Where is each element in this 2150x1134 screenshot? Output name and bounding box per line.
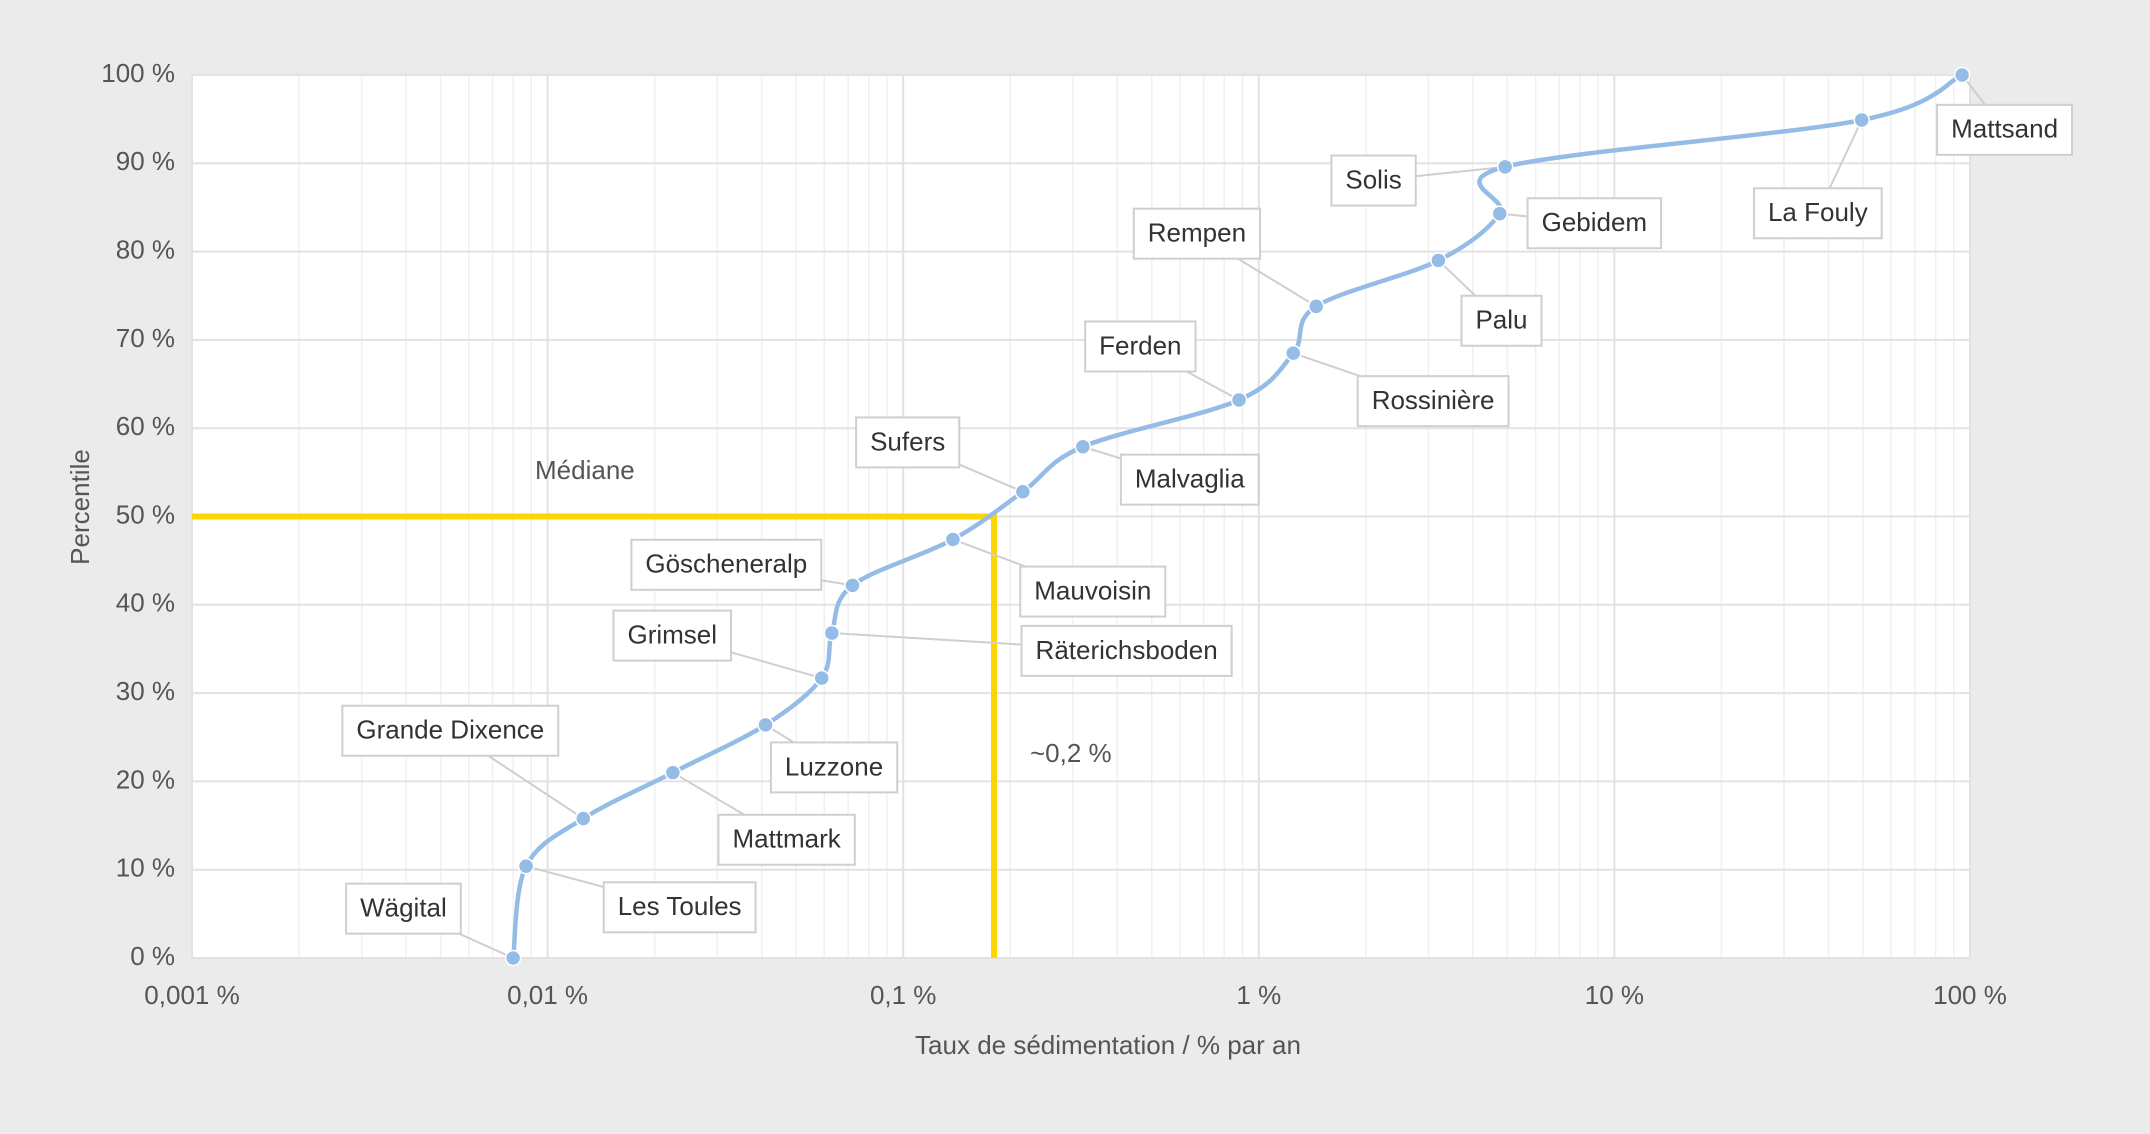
point-label: Wägital <box>360 893 447 923</box>
point-label: Rossinière <box>1372 385 1495 415</box>
callout-box <box>1460 294 1543 347</box>
y-tick-label: 10 % <box>116 853 175 883</box>
y-tick-label: 100 % <box>101 58 175 88</box>
median-value-label: ~0,2 % <box>1030 738 1112 768</box>
callout-box <box>612 609 733 662</box>
point-label: Mattmark <box>732 824 841 854</box>
data-point <box>1491 205 1509 222</box>
data-point <box>517 857 535 875</box>
point-label: Rempen <box>1148 218 1246 248</box>
x-tick-label: 0,1 % <box>870 980 937 1010</box>
data-point <box>1074 438 1092 455</box>
callout-box <box>1526 197 1663 250</box>
x-tick-label: 100 % <box>1933 980 2007 1010</box>
callout-box <box>1084 320 1197 373</box>
callout-box <box>345 882 462 935</box>
point-label: Ferden <box>1099 330 1181 360</box>
median-label: Médiane <box>535 455 635 485</box>
data-point <box>1285 344 1302 362</box>
callout-box <box>717 813 856 866</box>
data-point <box>1853 111 1870 129</box>
y-tick-label: 30 % <box>116 676 175 706</box>
data-point <box>1014 483 1032 501</box>
y-tick-label: 90 % <box>116 146 175 176</box>
y-tick-label: 70 % <box>116 323 175 353</box>
data-point <box>757 716 774 734</box>
data-point <box>1430 252 1447 269</box>
data-point <box>664 764 682 781</box>
callout-box <box>1020 624 1233 677</box>
x-axis-title: Taux de sédimentation / % par an <box>915 1030 1301 1060</box>
point-label: Grimsel <box>627 619 717 649</box>
point-label: Mattsand <box>1951 114 2058 144</box>
data-point <box>1230 391 1248 409</box>
callout-box <box>855 416 961 469</box>
callout-box <box>602 881 757 934</box>
callout-box <box>341 704 560 757</box>
y-tick-label: 50 % <box>116 499 175 529</box>
point-label: Gebidem <box>1542 207 1648 237</box>
callout-box <box>1752 187 1883 240</box>
point-label: Palu <box>1475 305 1527 335</box>
data-point <box>944 531 962 548</box>
point-label: Les Toules <box>618 891 742 921</box>
callout-box <box>1119 453 1260 506</box>
x-tick-label: 1 % <box>1236 980 1281 1010</box>
y-tick-label: 0 % <box>130 941 175 971</box>
y-tick-label: 60 % <box>116 411 175 441</box>
callout-box <box>1330 154 1417 207</box>
point-label: Göscheneralp <box>645 549 807 579</box>
data-point <box>823 624 841 642</box>
x-tick-label: 0,001 % <box>144 980 239 1010</box>
point-label: Grande Dixence <box>356 715 544 745</box>
callout-box <box>1132 207 1262 260</box>
y-axis-title: Percentile <box>65 449 95 565</box>
callout-box <box>769 741 899 794</box>
callout-box <box>1356 375 1510 428</box>
data-point <box>1307 298 1325 315</box>
data-point <box>1496 158 1514 176</box>
point-label: Sufers <box>870 426 945 456</box>
y-tick-label: 80 % <box>116 234 175 264</box>
data-point <box>575 810 592 827</box>
data-point <box>504 949 522 967</box>
point-label: Solis <box>1345 164 1401 194</box>
callout-box <box>1019 565 1167 618</box>
point-label: Malvaglia <box>1135 464 1245 494</box>
x-tick-label: 10 % <box>1585 980 1644 1010</box>
point-label: La Fouly <box>1768 197 1868 227</box>
data-point <box>813 669 830 687</box>
data-point <box>1953 66 1971 84</box>
x-tick-label: 0,01 % <box>507 980 588 1010</box>
point-label: Luzzone <box>785 751 883 781</box>
data-point <box>844 577 861 594</box>
callout-box <box>1936 103 2074 156</box>
y-tick-label: 20 % <box>116 764 175 794</box>
callout-box <box>630 538 823 591</box>
point-label: Mauvoisin <box>1034 575 1151 605</box>
point-label: Räterichsboden <box>1036 635 1218 665</box>
y-tick-label: 40 % <box>116 588 175 618</box>
